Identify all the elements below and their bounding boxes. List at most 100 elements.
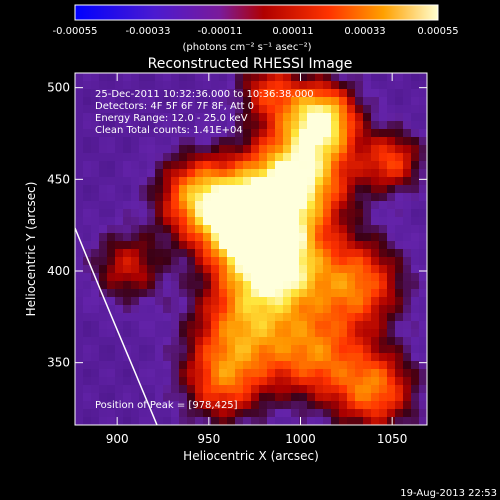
heatmap-cell [99,345,108,354]
heatmap-cell [419,89,427,98]
heatmap-cell [187,281,196,290]
heatmap-cell [115,129,124,138]
footer-timestamp: 19-Aug-2013 22:53 [400,488,497,499]
heatmap-cell [163,161,172,170]
heatmap-cell [99,313,108,322]
heatmap-cell [115,89,124,98]
heatmap-cell [99,281,108,290]
heatmap-cell [203,129,212,138]
heatmap-cell [275,265,284,274]
heatmap-cell [395,105,404,114]
heatmap-cell [291,265,300,274]
heatmap-cell [227,233,236,242]
heatmap-cell [107,129,116,138]
heatmap-cell [99,329,108,338]
heatmap-cell [371,361,380,370]
heatmap-cell [83,281,92,290]
heatmap-cell [251,201,260,210]
heatmap-cell [323,393,332,402]
heatmap-cell [387,241,396,250]
heatmap-cell [371,129,380,138]
heatmap-cell [83,257,92,266]
heatmap-cell [211,81,220,90]
heatmap-cell [139,353,148,362]
heatmap-cell [155,177,164,186]
heatmap-cell [243,409,252,418]
heatmap-cell [227,353,236,362]
heatmap-cell [187,385,196,394]
heatmap-cell [227,417,236,425]
heatmap-cell [147,129,156,138]
heatmap-cell [131,153,140,162]
heatmap-cell [267,233,276,242]
heatmap-cell [75,81,84,90]
heatmap-cell [171,353,180,362]
heatmap-cell [115,305,124,314]
heatmap-cell [83,81,92,90]
heatmap-cell [123,233,132,242]
heatmap-cell [219,145,228,154]
heatmap-cell [179,169,188,178]
heatmap-cell [75,97,84,106]
heatmap-cell [275,177,284,186]
heatmap-cell [83,89,92,98]
heatmap-cell [123,393,132,402]
heatmap-cell [99,257,108,266]
heatmap-cell [323,161,332,170]
heatmap-cell [203,305,212,314]
heatmap-cell [291,161,300,170]
heatmap-cell [299,385,308,394]
heatmap-cell [219,121,228,130]
colorbar [74,4,439,21]
heatmap-cell [107,217,116,226]
heatmap-cell [363,105,372,114]
heatmap-cell [315,81,324,90]
heatmap-cell [267,209,276,218]
heatmap-cell [163,337,172,346]
heatmap-cell [315,233,324,242]
heatmap-cell [251,265,260,274]
heatmap-cell [115,337,124,346]
heatmap-cell [411,409,420,418]
heatmap-cell [139,393,148,402]
heatmap-cell [115,169,124,178]
heatmap-cell [411,201,420,210]
heatmap-cell [83,129,92,138]
heatmap-cell [179,217,188,226]
heatmap-cell [379,241,388,250]
heatmap-cell [299,201,308,210]
heatmap-cell [131,273,140,282]
heatmap-cell [107,113,116,122]
heatmap-cell [203,145,212,154]
heatmap-cell [243,217,252,226]
heatmap-cell [411,233,420,242]
heatmap-cell [179,113,188,122]
heatmap-cell [139,169,148,178]
heatmap-cell [227,273,236,282]
heatmap-cell [411,209,420,218]
heatmap-cell [371,249,380,258]
heatmap-cell [371,201,380,210]
heatmap-cell [115,105,124,114]
heatmap-cell [243,113,252,122]
heatmap-cell [403,137,412,146]
heatmap-cell [323,313,332,322]
heatmap-cell [299,297,308,306]
heatmap-cell [299,209,308,218]
heatmap-cell [275,273,284,282]
heatmap-cell [131,289,140,298]
heatmap-cell [251,313,260,322]
heatmap-cell [355,297,364,306]
heatmap-cell [147,241,156,250]
heatmap-cell [315,353,324,362]
heatmap-cell [267,121,276,130]
heatmap-cell [283,201,292,210]
heatmap-cell [235,361,244,370]
heatmap-cell [339,281,348,290]
heatmap-cell [251,345,260,354]
heatmap-cell [299,145,308,154]
heatmap-cell [267,281,276,290]
heatmap-cell [323,113,332,122]
heatmap-cell [155,169,164,178]
heatmap-cell [419,289,427,298]
